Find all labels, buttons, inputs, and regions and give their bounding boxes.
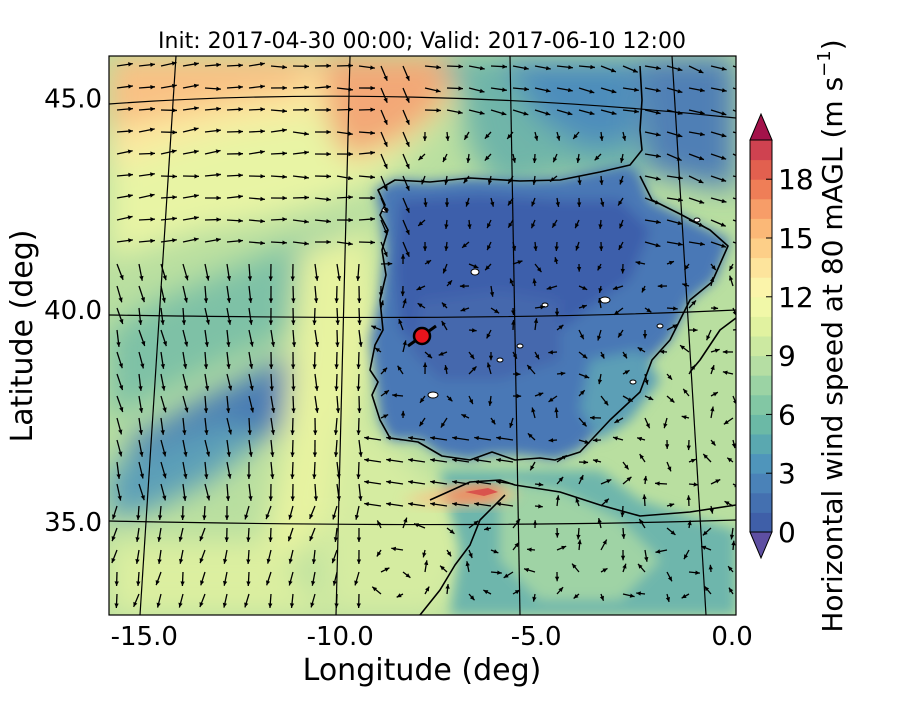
colorbar-tick-label: 0: [778, 516, 796, 549]
colorbar-tick-label: 15: [778, 222, 814, 255]
colorbar-segment: [750, 277, 772, 297]
map-area: [109, 56, 749, 615]
colorbar-segment: [750, 258, 772, 278]
colorbar-segment: [750, 493, 772, 513]
chart-title: Init: 2017-04-30 00:00; Valid: 2017-06-1…: [158, 29, 686, 54]
wind-arrow-head: [743, 222, 748, 226]
colorbar-segment: [750, 199, 772, 219]
colorbar-label-text: Horizontal wind speed at 80 mAGL (m s: [816, 77, 849, 633]
x-axis-ticks: -15.0 -10.0 -5.0 0.0: [111, 622, 753, 652]
wind-arrow-head: [742, 157, 747, 161]
colorbar-segment: [750, 414, 772, 434]
colorbar-segment: [750, 336, 772, 356]
colorbar-segment: [750, 297, 772, 317]
colorbar-segment: [750, 160, 772, 180]
y-tick-label: 40.0: [44, 296, 102, 326]
colorbar-tick-label: 18: [778, 163, 814, 196]
y-tick-label: 35.0: [44, 508, 102, 538]
colorbar-segment: [750, 179, 772, 199]
colorbar-label-close: ): [816, 39, 849, 50]
colorbar-segment: [750, 434, 772, 454]
colorbar-tick-label: 3: [778, 457, 796, 490]
wind-arrow-head: [743, 113, 748, 117]
colorbar-over-extension: [750, 114, 772, 140]
x-tick-label: -10.0: [307, 622, 374, 652]
y-axis-ticks: 35.0 40.0 45.0: [44, 84, 102, 537]
colorbar-segment: [750, 473, 772, 493]
x-tick-label: -5.0: [511, 622, 562, 652]
colorbar-label: Horizontal wind speed at 80 mAGL (m s−1): [814, 39, 849, 632]
wind-arrow-head: [743, 90, 748, 94]
colorbar-segment: [750, 375, 772, 395]
wind-arrow-head: [743, 68, 748, 72]
x-tick-label: -15.0: [111, 622, 178, 652]
colorbar-segment: [750, 238, 772, 258]
colorbar-segment: [750, 512, 772, 532]
wind-arrow-head: [743, 199, 748, 203]
colorbar-tick-label: 9: [778, 340, 796, 373]
colorbar-segment: [750, 316, 772, 336]
wind-arrow-head: [743, 244, 748, 248]
colorbar-segment: [750, 356, 772, 376]
wind-arrow-head: [739, 327, 744, 331]
x-tick-label: 0.0: [711, 622, 752, 652]
colorbar-segment: [750, 395, 772, 415]
wind-arrow-head: [744, 133, 749, 137]
y-tick-label: 45.0: [44, 84, 102, 114]
colorbar-label-exponent: −1: [814, 50, 835, 77]
colorbar-segment: [750, 454, 772, 474]
colorbar-segment: [750, 218, 772, 238]
colorbar: 0 3 6 9 12 15 18: [750, 114, 814, 558]
colorbar-segment: [750, 140, 772, 160]
wind-arrow-head: [744, 176, 749, 180]
colorbar-under-extension: [750, 532, 772, 558]
x-axis-label: Longitude (deg): [303, 653, 542, 688]
colorbar-tick-label: 6: [778, 398, 796, 431]
y-axis-label: Latitude (deg): [5, 230, 40, 443]
colorbar-tick-label: 12: [778, 281, 814, 314]
